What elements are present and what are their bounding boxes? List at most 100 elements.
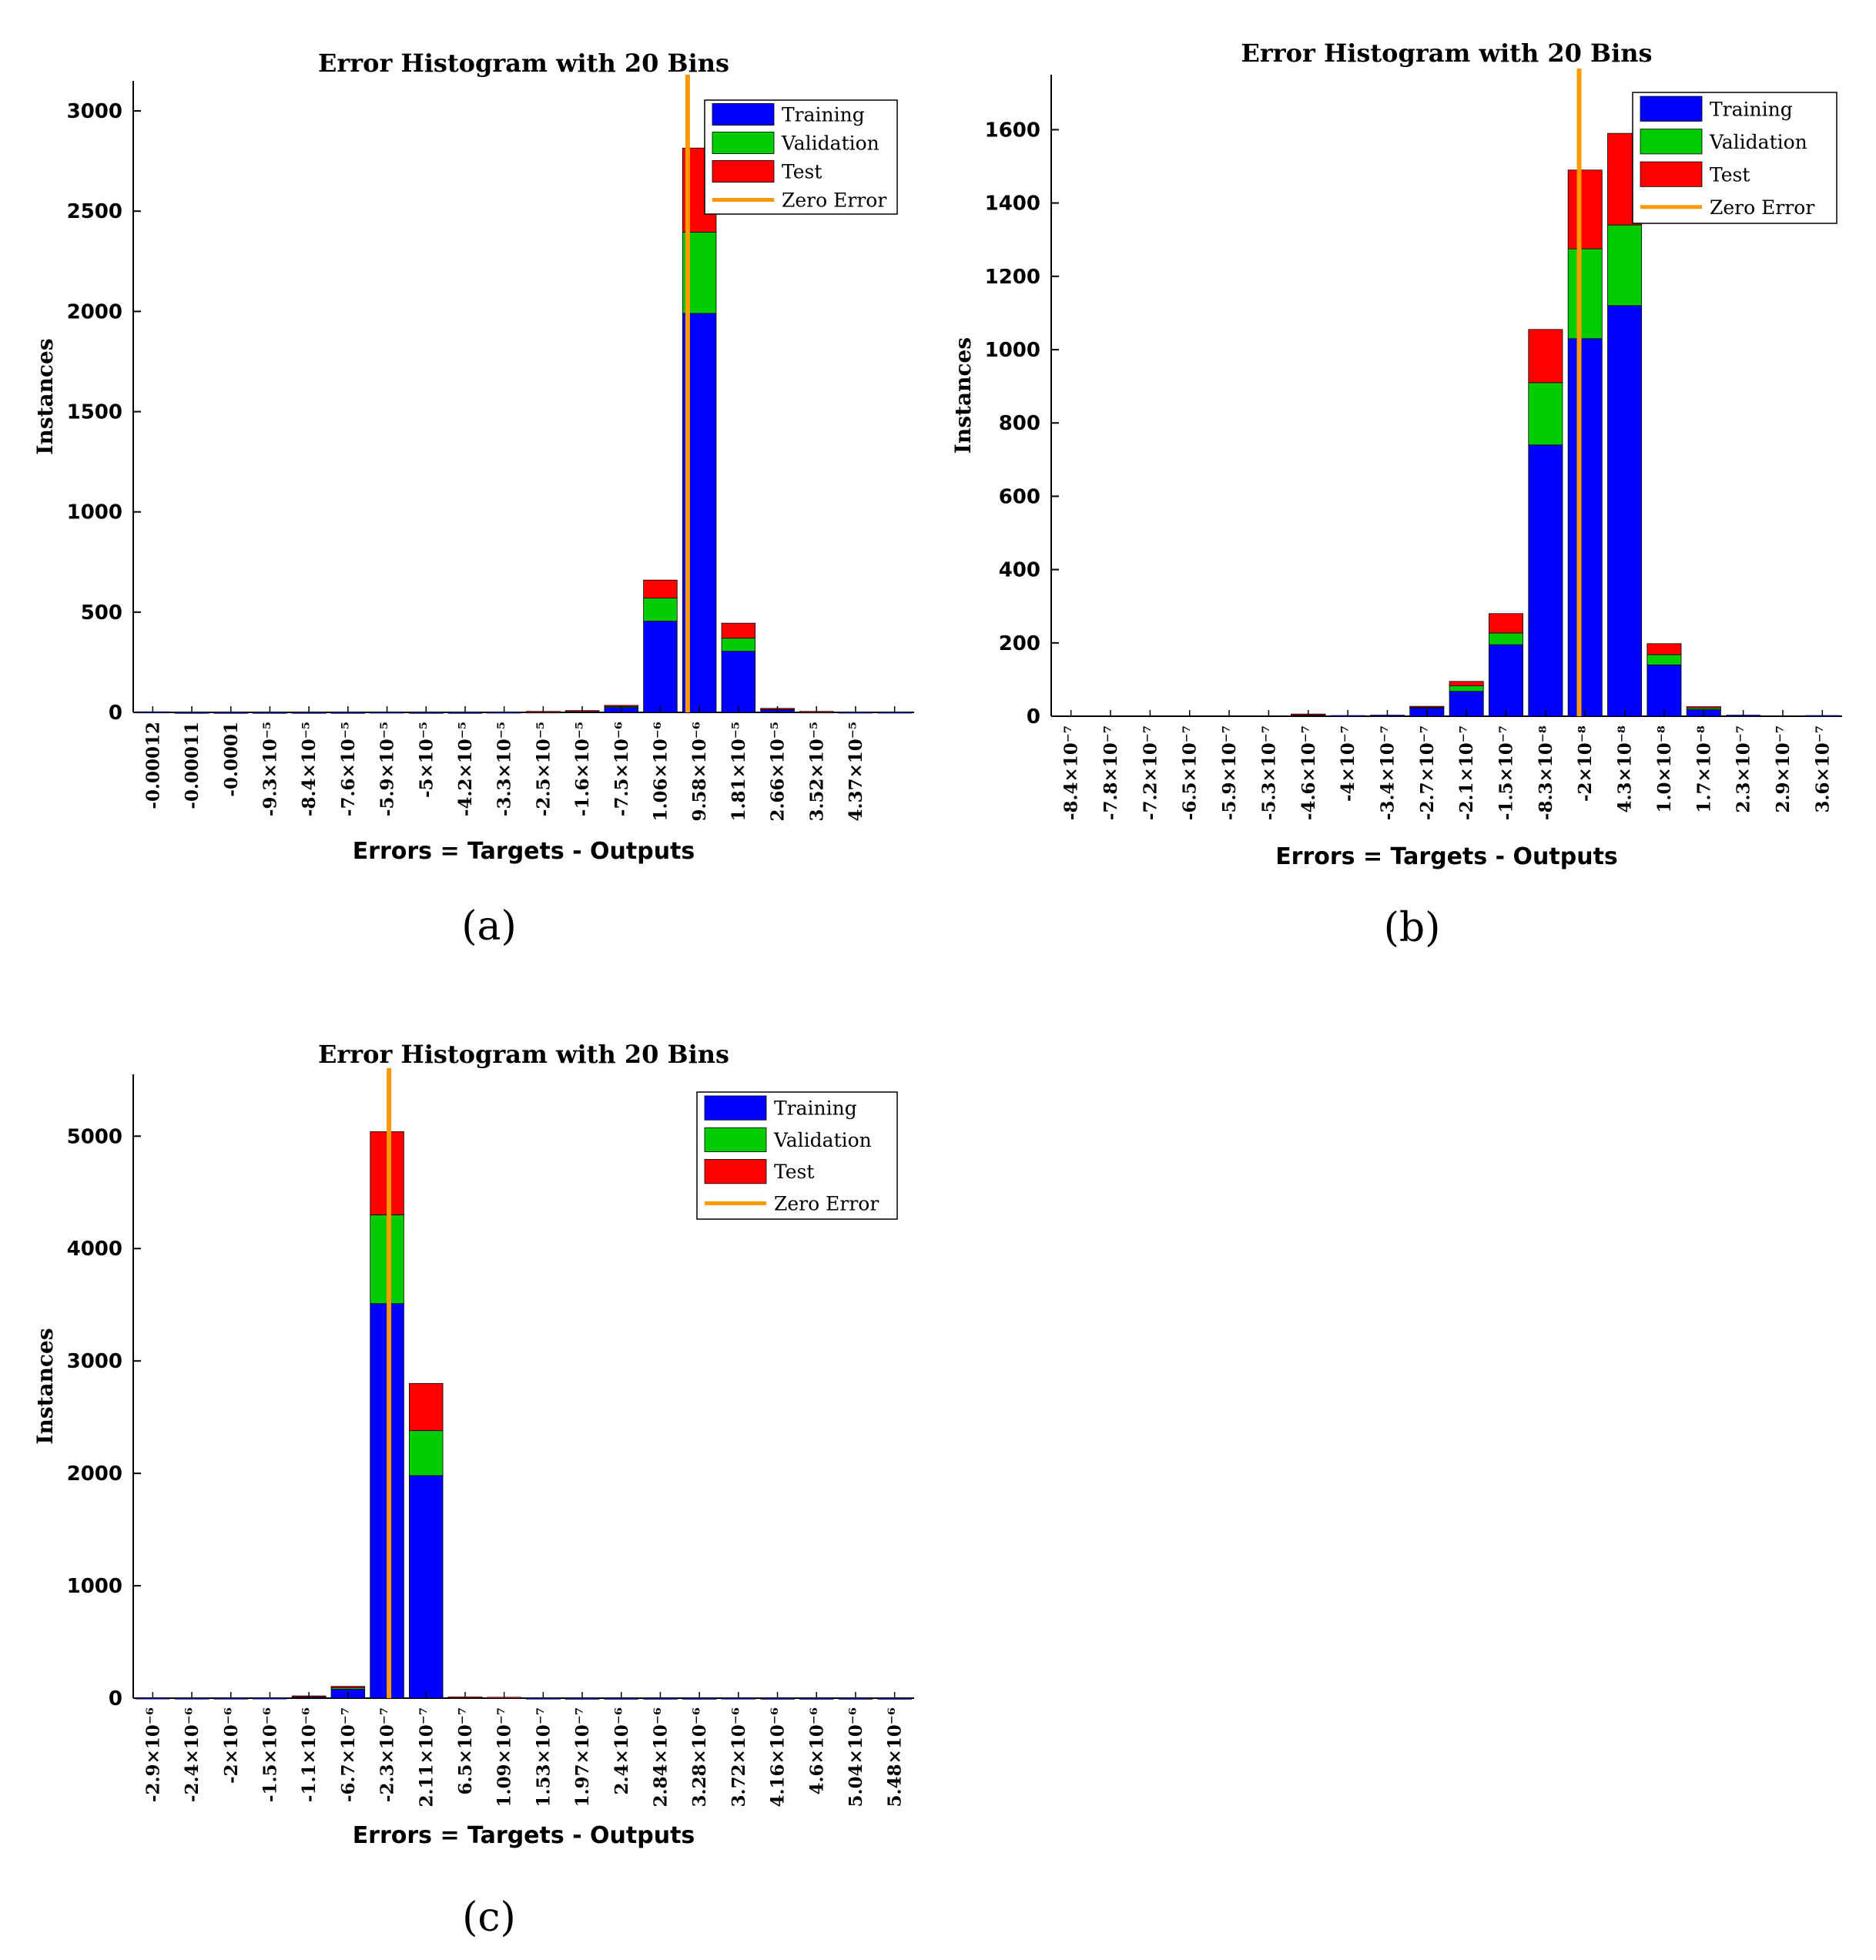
x-tick-label: -0.00012 (142, 722, 163, 809)
x-tick-label: -8.4×10⁻⁵ (299, 722, 320, 816)
x-tick-label: -7.8×10⁻⁷ (1100, 725, 1121, 820)
legend-label: Training (774, 1097, 857, 1120)
x-tick-label: 6.5×10⁻⁷ (455, 1707, 476, 1795)
legend-swatch-training (704, 1095, 767, 1121)
bar-training (604, 1697, 638, 1700)
legend-swatch-test (1640, 161, 1703, 187)
x-tick-label: 2.11×10⁻⁷ (416, 1707, 437, 1808)
x-tick-label: -5×10⁻⁵ (416, 722, 437, 798)
y-axis-label: Instances (32, 1328, 58, 1444)
legend-label: Validation (1709, 131, 1807, 153)
x-tick-label: -1.5×10⁻⁶ (260, 1707, 280, 1802)
x-tick-label: 4.37×10⁻⁵ (846, 722, 866, 822)
panel-label: (a) (461, 903, 517, 950)
x-axis-label: Errors = Targets - Outputs (353, 1822, 695, 1849)
legend-label: Zero Error (774, 1192, 879, 1215)
legend-label: Test (774, 1161, 814, 1183)
x-tick-label: -6.7×10⁻⁷ (338, 1707, 359, 1802)
x-tick-label: -2.5×10⁻⁵ (533, 722, 554, 816)
x-tick-label: 1.06×10⁻⁶ (650, 722, 671, 822)
x-tick-label: -7.6×10⁻⁵ (338, 722, 359, 816)
y-tick-label: 1500 (67, 401, 122, 424)
x-tick-label: -2.4×10⁻⁶ (182, 1707, 203, 1802)
x-tick-label: 1.7×10⁻⁸ (1693, 725, 1714, 813)
x-tick-label: -2.1×10⁻⁷ (1456, 725, 1477, 820)
chart-title: Error Histogram with 20 Bins (1241, 39, 1653, 68)
bar-test (1686, 706, 1721, 709)
bar-training (877, 1697, 912, 1700)
legend: Training Validation Test Zero Error (1632, 92, 1837, 224)
x-tick-label: 5.04×10⁻⁶ (846, 1707, 866, 1808)
x-tick-label: -8.4×10⁻⁷ (1061, 725, 1082, 820)
bar-training (682, 1697, 717, 1700)
bar-validation (721, 638, 756, 652)
legend: Training Validation Test Zero Error (696, 1091, 898, 1220)
legend-swatch-training (1640, 95, 1703, 122)
y-tick-label: 5000 (67, 1125, 122, 1148)
y-tick-label: 2000 (67, 1462, 122, 1486)
x-tick-label: -4.2×10⁻⁵ (455, 722, 476, 816)
chart-panel-3: Error Histogram with 20 Bins 0 1000 2000 300… (32, 1040, 914, 1941)
legend-swatch-validation (704, 1127, 767, 1152)
x-tick-label: -2.7×10⁻⁷ (1417, 725, 1438, 820)
x-tick-label: 1.97×10⁻⁷ (572, 1707, 593, 1808)
y-tick-label: 1000 (67, 501, 122, 524)
x-tick-label: 2.3×10⁻⁷ (1734, 725, 1754, 813)
x-tick-label: 5.48×10⁻⁶ (885, 1707, 906, 1808)
bar-validation (409, 1430, 444, 1476)
x-tick-label: 3.52×10⁻⁵ (806, 722, 827, 822)
x-tick-label: 2.66×10⁻⁵ (768, 722, 789, 822)
x-tick-label: -4×10⁻⁷ (1338, 725, 1358, 802)
x-tick-label: 2.9×10⁻⁷ (1773, 725, 1794, 813)
x-tick-label: -3.4×10⁻⁷ (1377, 725, 1398, 820)
x-tick-label: 4.6×10⁻⁶ (806, 1707, 827, 1795)
y-tick-label: 1000 (985, 339, 1040, 362)
bar-test (1449, 681, 1484, 686)
bar-training (409, 1475, 444, 1699)
x-tick-label: 1.09×10⁻⁷ (494, 1707, 515, 1808)
x-tick-label: -6.5×10⁻⁷ (1180, 725, 1201, 820)
y-tick-label: 1400 (985, 193, 1040, 216)
x-tick-label: -7.5×10⁻⁶ (611, 722, 632, 816)
legend-label: Validation (773, 1129, 872, 1151)
x-tick-label: 2.84×10⁻⁶ (650, 1707, 671, 1808)
y-tick-label: 2500 (67, 200, 122, 223)
bar-validation (643, 598, 678, 622)
legend-swatch-validation (712, 132, 775, 154)
x-tick-label: -2×10⁻⁶ (221, 1707, 242, 1784)
x-tick-label: 2.4×10⁻⁶ (611, 1707, 632, 1795)
y-tick-label: 400 (999, 559, 1040, 582)
legend-label: Training (782, 104, 865, 126)
bar-validation (1528, 382, 1563, 446)
legend-label: Zero Error (782, 189, 886, 212)
y-tick-label: 600 (999, 485, 1040, 508)
y-tick-label: 0 (109, 1687, 122, 1710)
x-tick-label: 4.3×10⁻⁸ (1615, 725, 1636, 813)
x-tick-label: -1.5×10⁻⁷ (1496, 725, 1517, 820)
bar-test (1567, 169, 1603, 250)
x-tick-label: -5.9×10⁻⁵ (377, 722, 398, 816)
bar-training (760, 1697, 795, 1700)
y-tick-label: 2000 (67, 300, 122, 323)
y-tick-label: 4000 (67, 1238, 122, 1261)
legend-swatch-training (712, 103, 775, 126)
bar-training (799, 1697, 834, 1700)
bar-training (838, 1697, 873, 1700)
x-tick-label: 3.28×10⁻⁶ (689, 1707, 710, 1808)
bar-test (1409, 705, 1445, 709)
x-axis-label: Errors = Targets - Outputs (1275, 843, 1618, 870)
legend-label: Validation (781, 132, 879, 155)
bar-validation (1567, 248, 1603, 340)
bar-test (1489, 613, 1524, 634)
legend-swatch-test (712, 160, 775, 183)
chart-title: Error Histogram with 20 Bins (318, 1040, 729, 1069)
legend: Training Validation Test Zero Error (704, 99, 898, 215)
bar-test (721, 622, 756, 639)
bar-test (643, 579, 678, 599)
legend-label: Test (782, 161, 822, 183)
x-tick-label: -9.3×10⁻⁵ (260, 722, 280, 816)
y-tick-label: 1600 (985, 119, 1040, 142)
bar-training (721, 651, 756, 713)
chart-panel-1: Error Histogram with 20 Bins 0 500 1000 1500… (32, 49, 914, 950)
bar-test (330, 1686, 366, 1688)
